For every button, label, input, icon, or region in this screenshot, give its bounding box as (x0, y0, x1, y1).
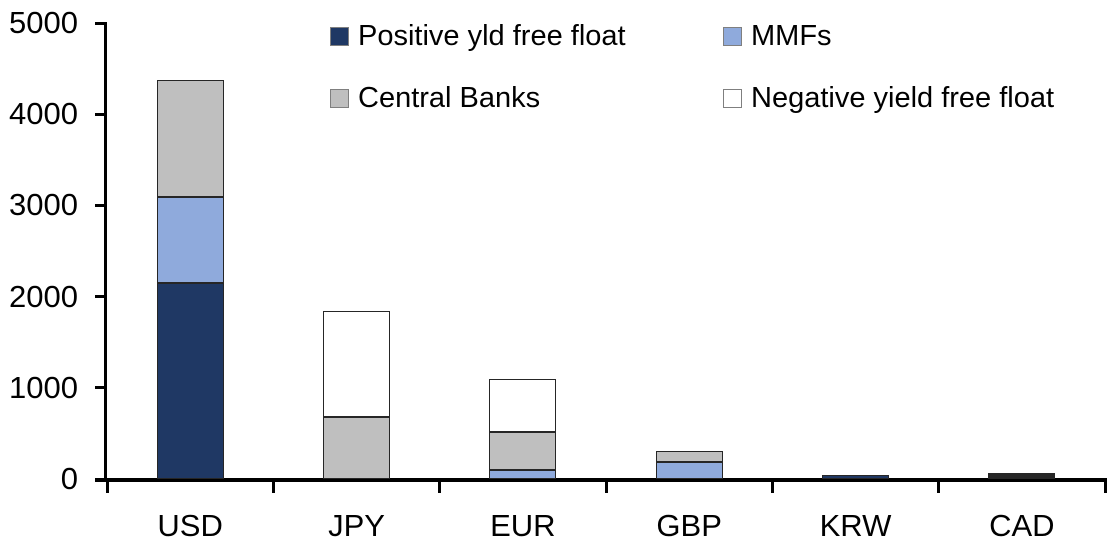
y-axis-tick (95, 21, 107, 25)
y-axis-tick (95, 112, 107, 116)
bar-segment-usd-central-banks (156, 79, 224, 198)
x-axis-tick (438, 479, 442, 493)
x-axis-tick (1103, 479, 1107, 493)
y-axis-tick-label: 1000 (9, 369, 78, 405)
bar-segment-gbp-mmfs (655, 461, 723, 479)
bar-segment-cad-mmfs (988, 475, 1056, 478)
x-axis-category-label: GBP (656, 508, 722, 543)
bar-segment-usd-positive-yld-free-float (156, 282, 224, 479)
x-axis-category-label: CAD (989, 508, 1055, 543)
y-axis-tick-label: 2000 (9, 278, 78, 314)
y-axis-tick-label: 4000 (9, 96, 78, 132)
bar-segment-cad-central-banks (988, 473, 1056, 476)
legend-label: Negative yield free float (751, 82, 1055, 114)
y-axis-tick (95, 295, 107, 299)
legend-item-central-banks: Central Banks (330, 78, 540, 118)
bar-segment-cad-positive-yld-free-float (988, 477, 1056, 480)
y-axis-tick-label: 0 (60, 461, 78, 496)
legend-swatch-icon (330, 88, 349, 108)
legend-label: Positive yld free float (358, 20, 626, 52)
bar-segment-jpy-negative-yield-free-float (323, 311, 390, 417)
x-axis-category-label: JPY (328, 508, 385, 543)
legend-label: Central Banks (358, 82, 541, 114)
bar-segment-usd-mmfs (156, 197, 224, 283)
x-axis-line (95, 477, 1107, 482)
y-axis-tick (95, 477, 107, 481)
legend-item-mmfs: MMFs (723, 16, 832, 56)
bar-segment-krw-positive-yld-free-float (822, 475, 889, 479)
y-axis-tick-label: 3000 (9, 187, 78, 223)
bar-segment-gbp-central-banks (655, 450, 723, 462)
bar-segment-jpy-central-banks (323, 416, 390, 479)
legend-swatch-icon (330, 26, 349, 46)
legend-label: MMFs (751, 20, 832, 52)
bar-segment-eur-negative-yield-free-float (489, 378, 557, 433)
x-axis-category-label: USD (157, 508, 223, 543)
legend-item-negative-yield-free-float: Negative yield free float (723, 78, 1054, 118)
x-axis-tick (770, 479, 774, 493)
y-axis-tick (95, 386, 107, 390)
x-axis-tick (604, 479, 608, 493)
legend-swatch-icon (723, 88, 742, 108)
x-axis-category-label: EUR (490, 508, 556, 543)
legend-swatch-icon (723, 26, 742, 46)
y-axis-tick-label: 5000 (9, 5, 78, 40)
x-axis-tick (105, 479, 109, 493)
y-axis-tick (95, 203, 107, 207)
legend-item-positive-yld-free-float: Positive yld free float (330, 16, 626, 56)
bar-segment-eur-central-banks (489, 432, 557, 470)
x-axis-category-label: KRW (819, 508, 892, 543)
y-axis-line (104, 23, 107, 482)
bar-segment-eur-mmfs (489, 469, 557, 479)
x-axis-tick (271, 479, 275, 493)
x-axis-tick (937, 479, 941, 493)
